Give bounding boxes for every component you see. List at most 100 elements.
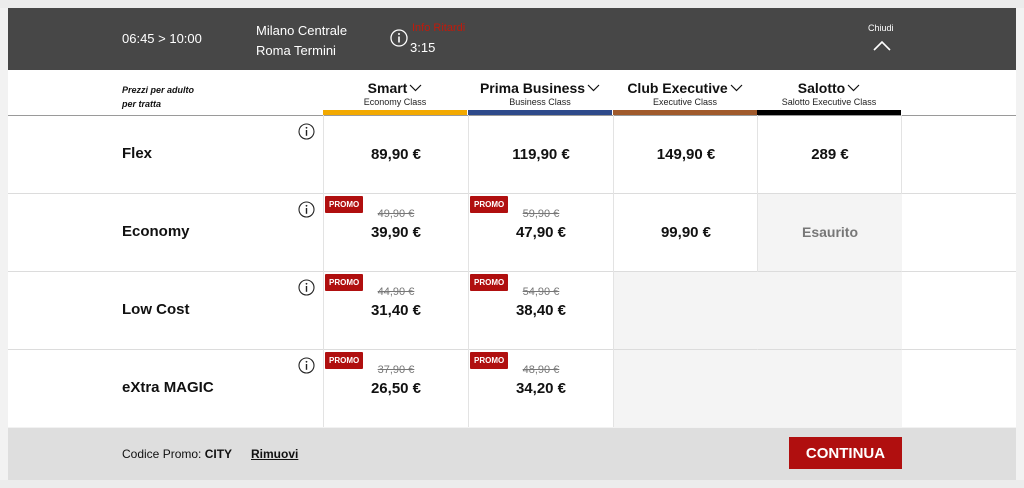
- column-header-prima-business[interactable]: Prima Business Business Class: [468, 70, 612, 115]
- chevron-down-icon: [847, 84, 860, 92]
- fare-price: 149,90 €: [656, 146, 716, 163]
- fare-cell-unavailable: [758, 350, 902, 427]
- prices-note: Prezzi per adulto per tratta: [122, 83, 194, 111]
- column-header-smart[interactable]: Smart Economy Class: [323, 70, 467, 115]
- fare-cell[interactable]: 149,90 €: [614, 116, 758, 193]
- promo-badge: PROMO: [470, 196, 509, 213]
- fare-price: 119,90 €: [512, 146, 570, 163]
- old-price: 48,90 €: [522, 364, 560, 376]
- column-color-bar: [613, 110, 757, 115]
- column-header-club-executive[interactable]: Club Executive Executive Class: [613, 70, 757, 115]
- promo-label-text: Codice Promo:: [122, 447, 202, 461]
- fare-cell[interactable]: PROMO 59,90 € 47,90 €: [469, 194, 613, 271]
- journey-times: 06:45 > 10:00: [122, 31, 202, 46]
- old-price: 37,90 €: [377, 364, 415, 376]
- info-icon[interactable]: [298, 123, 315, 140]
- journey-duration: 3:15: [410, 40, 436, 55]
- row-divider: [8, 271, 1016, 272]
- column-class-label: Salotto Executive Class: [781, 97, 877, 107]
- fare-price: 34,20 €: [515, 380, 567, 397]
- fare-price: 39,90 €: [370, 224, 422, 241]
- column-name: Salotto: [757, 80, 901, 96]
- fare-price: 26,50 €: [370, 380, 422, 397]
- fare-name-extra-magic: eXtra MAGIC: [122, 379, 214, 396]
- journey-header: 06:45 > 10:00 Milano Centrale Roma Termi…: [8, 8, 1016, 70]
- fare-name-economy: Economy: [122, 223, 190, 240]
- fare-cell[interactable]: PROMO 48,90 € 34,20 €: [469, 350, 613, 427]
- fare-cell[interactable]: PROMO 54,90 € 38,40 €: [469, 272, 613, 349]
- fare-cell[interactable]: 289 €: [758, 116, 902, 193]
- chevron-down-icon: [409, 84, 422, 92]
- chevron-down-icon: [730, 84, 743, 92]
- continue-button[interactable]: CONTINUA: [789, 437, 902, 469]
- fare-cell: Esaurito: [758, 194, 902, 271]
- prices-note-line1: Prezzi per adulto: [122, 85, 195, 95]
- fare-table: Prezzi per adulto per tratta Smart Econom…: [8, 70, 1016, 427]
- row-divider: [8, 349, 1016, 350]
- fare-cell[interactable]: PROMO 44,90 € 31,40 €: [324, 272, 468, 349]
- chevron-down-icon: [587, 84, 600, 92]
- info-icon[interactable]: [298, 357, 315, 374]
- column-name-text: Club Executive: [627, 80, 728, 96]
- column-class-label: Executive Class: [652, 97, 718, 107]
- fare-cell[interactable]: 119,90 €: [469, 116, 613, 193]
- top-strip: [0, 0, 1024, 8]
- promo-code-value: CITY: [204, 447, 233, 461]
- column-divider: [323, 115, 324, 427]
- fare-name-flex: Flex: [122, 145, 153, 162]
- fare-price: 47,90 €: [515, 224, 567, 241]
- old-price: 44,90 €: [377, 286, 415, 298]
- origin-station: Milano Centrale: [256, 23, 348, 38]
- column-header-salotto[interactable]: Salotto Salotto Executive Class: [757, 70, 901, 115]
- column-name-text: Smart: [367, 80, 408, 96]
- column-divider: [468, 115, 469, 427]
- fare-cell-unavailable: [758, 272, 902, 349]
- sold-out-label: Esaurito: [801, 224, 858, 240]
- info-icon[interactable]: [298, 201, 315, 218]
- promo-badge: PROMO: [470, 352, 509, 369]
- fare-price: 99,90 €: [660, 224, 712, 241]
- column-color-bar: [757, 110, 901, 115]
- promo-badge: PROMO: [325, 274, 364, 291]
- fare-cell-unavailable: [614, 350, 758, 427]
- prices-note-line2: per tratta: [122, 99, 162, 109]
- fare-cell[interactable]: 89,90 €: [324, 116, 468, 193]
- column-color-bar: [468, 110, 612, 115]
- close-label[interactable]: Chiudi: [868, 23, 894, 33]
- info-icon[interactable]: [390, 29, 408, 47]
- column-name: Smart: [323, 80, 467, 96]
- old-price: 54,90 €: [522, 286, 560, 298]
- fare-cell[interactable]: 99,90 €: [614, 194, 758, 271]
- delay-alert: Info Ritardi: [412, 22, 466, 34]
- fare-name-low-cost: Low Cost: [122, 301, 190, 318]
- column-divider: [901, 115, 902, 427]
- bottom-strip: [0, 480, 1024, 488]
- info-icon[interactable]: [298, 279, 315, 296]
- column-class-label: Economy Class: [363, 97, 427, 107]
- footer-bar: Codice Promo: CITY Rimuovi CONTINUA: [8, 428, 1016, 480]
- column-name: Club Executive: [613, 80, 757, 96]
- promo-badge: PROMO: [470, 274, 509, 291]
- promo-badge: PROMO: [325, 196, 364, 213]
- journey-route: Milano Centrale Roma Termini: [256, 21, 347, 61]
- fare-price: 31,40 €: [370, 302, 422, 319]
- fare-price: 89,90 €: [370, 146, 422, 163]
- fare-cell[interactable]: PROMO 37,90 € 26,50 €: [324, 350, 468, 427]
- column-divider: [613, 115, 614, 427]
- old-price: 59,90 €: [522, 208, 560, 220]
- fare-price: 289 €: [811, 146, 849, 163]
- row-divider: [8, 193, 1016, 194]
- destination-station: Roma Termini: [256, 43, 336, 58]
- remove-promo-link[interactable]: Rimuovi: [251, 447, 299, 461]
- old-price: 49,90 €: [377, 208, 415, 220]
- column-name-text: Prima Business: [479, 80, 586, 96]
- chevron-up-icon[interactable]: [872, 40, 892, 52]
- column-divider: [757, 115, 758, 427]
- row-divider: [8, 115, 1016, 116]
- promo-badge: PROMO: [325, 352, 364, 369]
- column-name: Prima Business: [468, 80, 612, 96]
- fare-cell[interactable]: PROMO 49,90 € 39,90 €: [324, 194, 468, 271]
- column-color-bar: [323, 110, 467, 115]
- fare-cell-unavailable: [614, 272, 758, 349]
